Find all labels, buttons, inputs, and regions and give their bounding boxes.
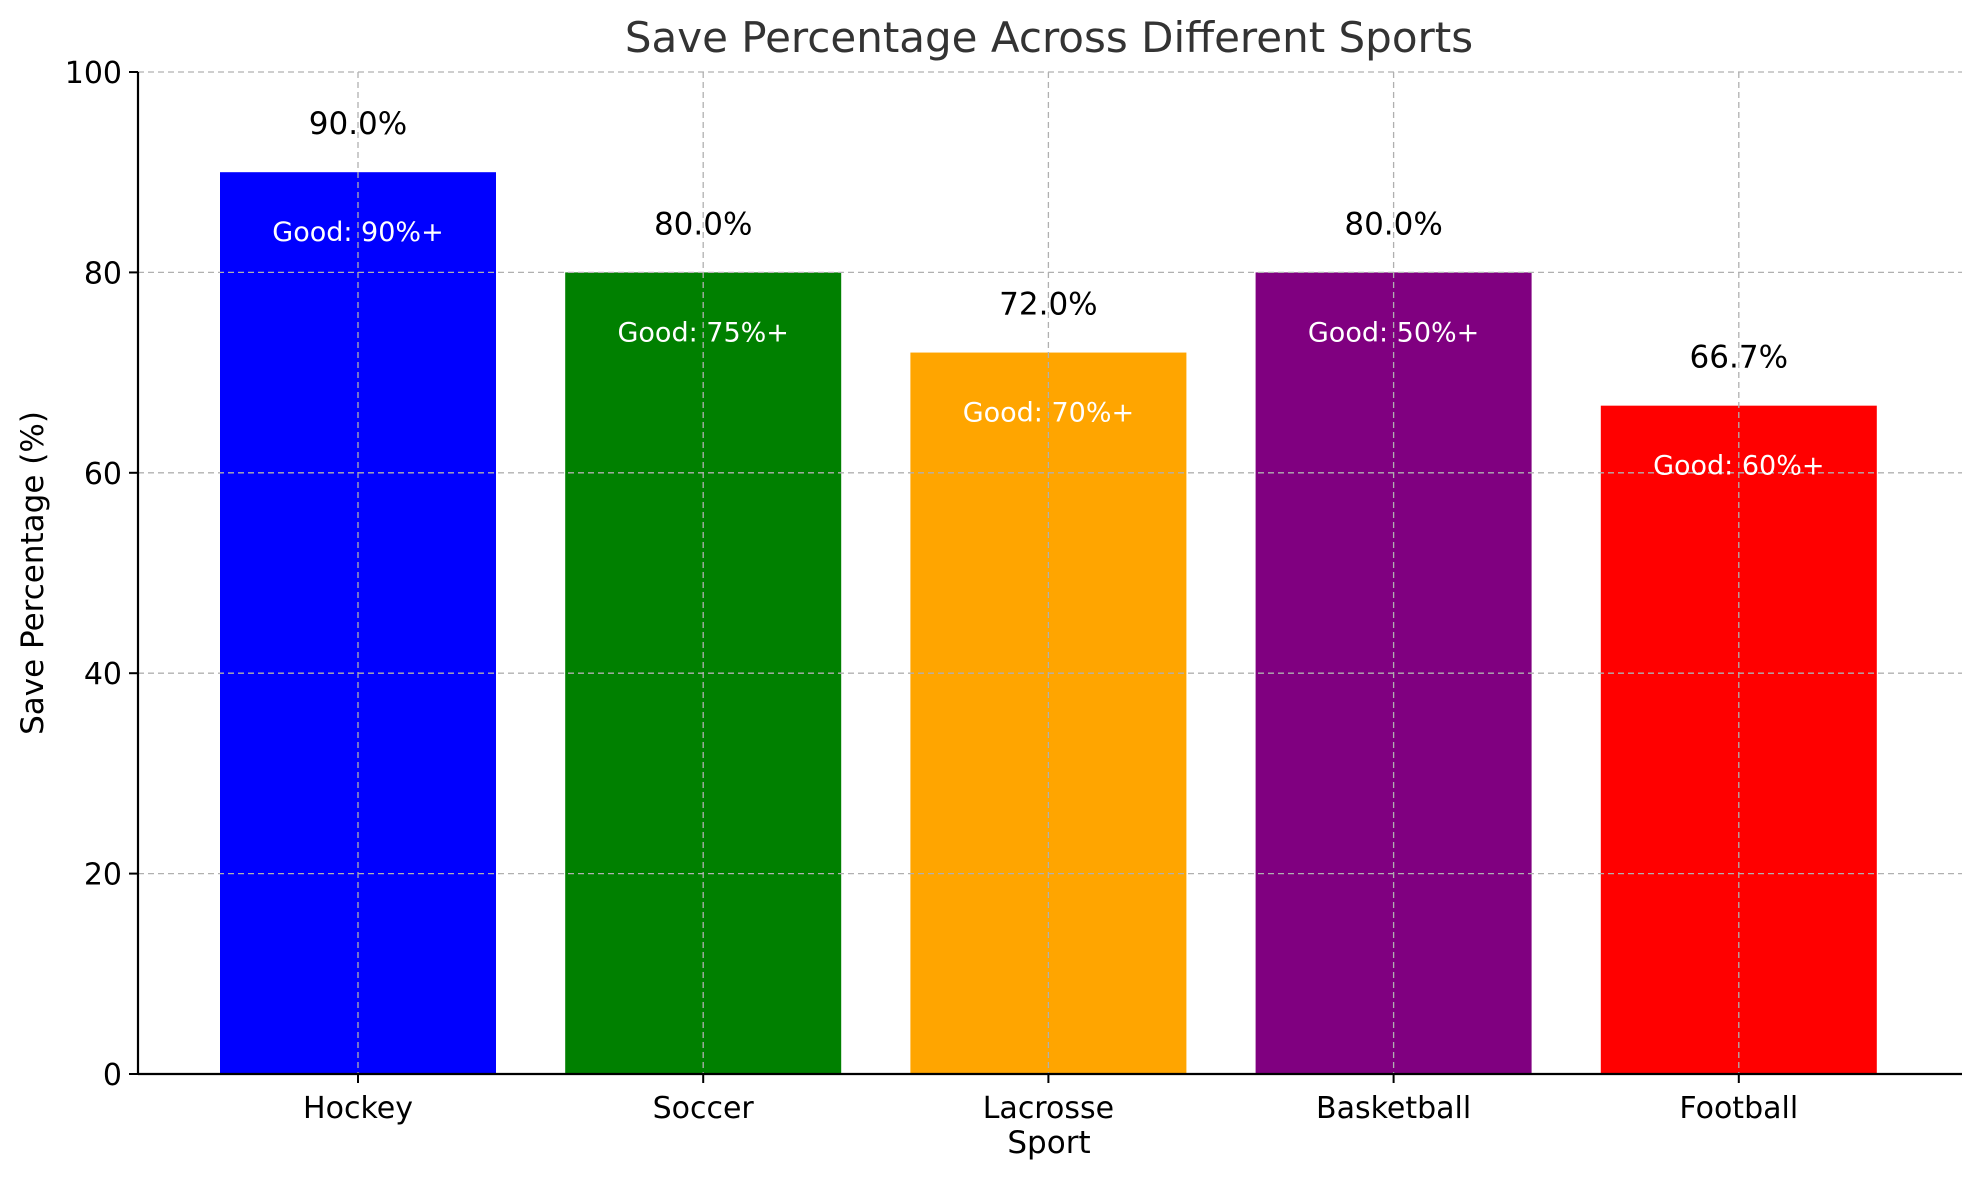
- good-threshold-label: Good: 90%+: [272, 217, 443, 248]
- chart-title: Save Percentage Across Different Sports: [625, 13, 1473, 62]
- gridlines: [138, 71, 1962, 1075]
- y-tick-label: 0: [103, 1058, 122, 1093]
- value-label: 72.0%: [999, 287, 1097, 323]
- y-tick-label: 100: [65, 56, 122, 91]
- bar-labels: 90.0% Good: 90%+ 80.0% Good: 75%+ 72.0% Good:…: [272, 106, 1824, 481]
- y-tick-label: 20: [84, 858, 122, 893]
- good-threshold-label: Good: 60%+: [1653, 451, 1824, 482]
- good-threshold-label: Good: 75%+: [617, 317, 788, 348]
- y-tick-label: 40: [84, 657, 122, 692]
- value-label: 80.0%: [1344, 206, 1442, 242]
- value-label: 80.0%: [654, 206, 752, 242]
- value-label: 90.0%: [309, 106, 407, 142]
- x-tick-label: Hockey: [303, 1091, 413, 1126]
- x-tick-label: Soccer: [653, 1091, 755, 1126]
- y-tick-label: 80: [84, 256, 122, 291]
- x-tick-label: Lacrosse: [983, 1091, 1114, 1126]
- y-axis-title: Save Percentage (%): [15, 411, 51, 735]
- x-tick-label: Basketball: [1316, 1091, 1471, 1126]
- value-label: 66.7%: [1690, 340, 1788, 376]
- x-axis-title: Sport: [1007, 1125, 1090, 1161]
- good-threshold-label: Good: 50%+: [1308, 317, 1479, 348]
- axes: 0 20 40 60 80 100 Hockey Soccer Lacrosse Basketba…: [65, 56, 1962, 1126]
- x-tick-label: Football: [1679, 1091, 1798, 1126]
- y-tick-label: 60: [84, 457, 122, 492]
- good-threshold-label: Good: 70%+: [963, 398, 1134, 429]
